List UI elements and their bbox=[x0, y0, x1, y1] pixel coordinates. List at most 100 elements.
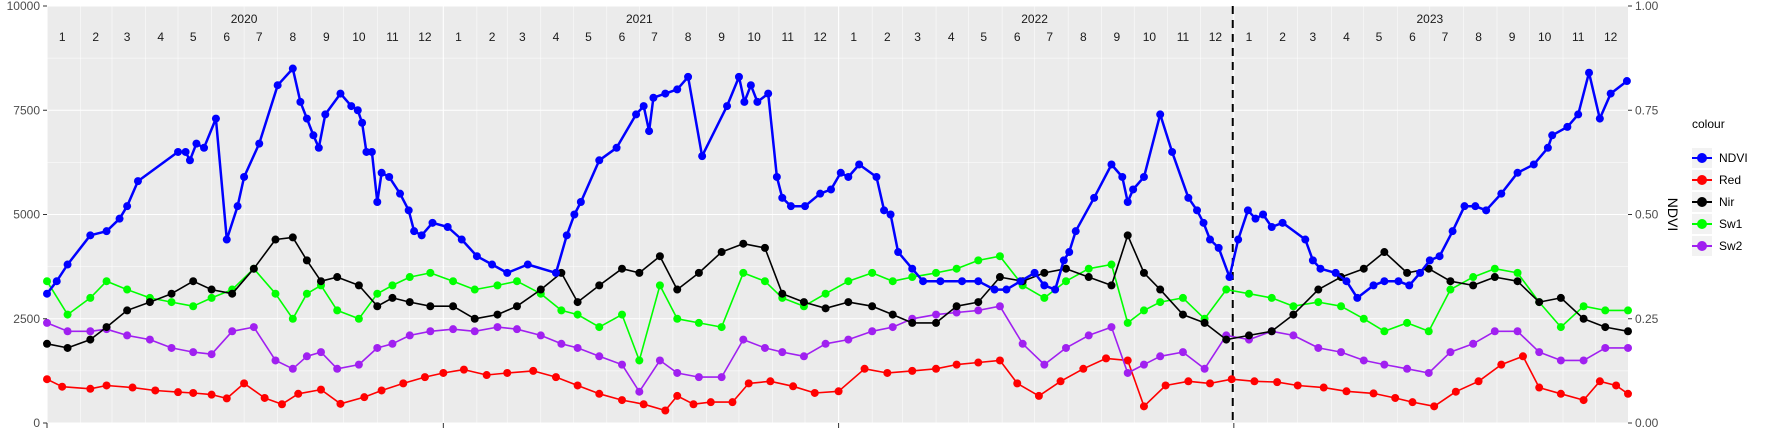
data-point-red bbox=[1123, 356, 1132, 365]
data-point-sw2 bbox=[512, 325, 521, 334]
data-point-sw1 bbox=[1222, 285, 1231, 294]
month-label: 11 bbox=[1177, 30, 1190, 44]
y2-axis-title: NDVI bbox=[1665, 198, 1681, 231]
data-point-ndvi bbox=[1316, 264, 1325, 273]
data-point-nir bbox=[1556, 293, 1565, 302]
data-point-sw1 bbox=[449, 277, 458, 286]
series-sw2 bbox=[43, 302, 1632, 396]
data-point-ndvi bbox=[576, 197, 585, 206]
data-point-sw1 bbox=[1107, 260, 1116, 269]
data-point-ndvi bbox=[1065, 248, 1074, 257]
data-point-sw2 bbox=[1040, 360, 1049, 369]
month-label: 7 bbox=[256, 30, 263, 44]
data-point-ndvi bbox=[649, 93, 658, 102]
data-point-nir bbox=[932, 318, 941, 327]
data-point-nir bbox=[1624, 327, 1632, 336]
month-label: 9 bbox=[718, 30, 725, 44]
month-label: 6 bbox=[1014, 30, 1021, 44]
y-tick-label: 2500 bbox=[13, 312, 40, 326]
data-point-red bbox=[86, 384, 95, 393]
data-point-ndvi bbox=[1206, 235, 1215, 244]
data-point-sw1 bbox=[388, 281, 397, 290]
month-label: 1 bbox=[1246, 30, 1253, 44]
legend-key-point bbox=[1697, 175, 1707, 185]
month-label: 12 bbox=[1604, 30, 1618, 44]
data-point-nir bbox=[1061, 264, 1070, 273]
data-point-ndvi bbox=[894, 248, 903, 257]
data-point-ndvi bbox=[321, 110, 330, 119]
data-point-nir bbox=[228, 289, 237, 298]
data-point-ndvi bbox=[661, 89, 670, 98]
data-point-sw2 bbox=[1469, 339, 1478, 348]
data-point-nir bbox=[373, 302, 382, 311]
month-label: 8 bbox=[1080, 30, 1087, 44]
data-point-ndvi bbox=[1040, 281, 1049, 290]
data-point-sw1 bbox=[288, 314, 297, 323]
data-point-red bbox=[551, 373, 560, 382]
data-point-sw1 bbox=[1624, 306, 1632, 315]
data-point-ndvi bbox=[1139, 172, 1148, 181]
data-point-red bbox=[1139, 402, 1148, 411]
data-point-sw1 bbox=[1337, 302, 1346, 311]
data-point-sw2 bbox=[974, 306, 983, 315]
y2-tick-label: 0.75 bbox=[1635, 103, 1659, 117]
data-point-ndvi bbox=[396, 189, 405, 198]
data-point-red bbox=[1250, 377, 1259, 386]
data-point-sw1 bbox=[43, 277, 51, 286]
data-point-ndvi bbox=[1071, 227, 1080, 236]
data-point-sw1 bbox=[1267, 293, 1276, 302]
data-point-red bbox=[1013, 379, 1022, 388]
data-point-ndvi bbox=[240, 172, 249, 181]
data-point-sw2 bbox=[1601, 343, 1610, 352]
data-point-ndvi bbox=[908, 264, 917, 273]
data-point-red bbox=[102, 381, 111, 390]
data-point-ndvi bbox=[746, 81, 755, 90]
data-point-sw2 bbox=[86, 327, 95, 336]
series-red bbox=[43, 352, 1632, 415]
legend-key-point bbox=[1697, 197, 1707, 207]
data-point-sw2 bbox=[228, 327, 237, 336]
data-point-sw1 bbox=[1380, 327, 1389, 336]
data-point-red bbox=[420, 373, 429, 382]
data-point-ndvi bbox=[211, 114, 220, 123]
data-point-sw1 bbox=[868, 268, 877, 277]
data-point-ndvi bbox=[1199, 218, 1208, 227]
data-point-ndvi bbox=[1380, 277, 1389, 286]
data-point-ndvi bbox=[1482, 206, 1491, 215]
data-point-sw2 bbox=[868, 327, 877, 336]
data-point-sw1 bbox=[974, 256, 983, 265]
data-point-ndvi bbox=[673, 85, 682, 94]
data-point-nir bbox=[1139, 268, 1148, 277]
data-point-sw2 bbox=[1018, 339, 1027, 348]
month-label: 1 bbox=[59, 30, 66, 44]
data-point-red bbox=[1227, 375, 1236, 384]
data-point-nir bbox=[635, 268, 644, 277]
data-point-nir bbox=[908, 318, 917, 327]
data-point-nir bbox=[167, 289, 176, 298]
data-point-ndvi bbox=[1308, 256, 1317, 265]
data-point-sw1 bbox=[189, 302, 198, 311]
month-label: 7 bbox=[651, 30, 658, 44]
legend-title: colour bbox=[1692, 117, 1725, 131]
data-point-nir bbox=[288, 233, 297, 242]
data-point-ndvi bbox=[314, 143, 323, 152]
data-point-ndvi bbox=[772, 172, 781, 181]
data-point-sw2 bbox=[1579, 356, 1588, 365]
month-label: 10 bbox=[1538, 30, 1552, 44]
data-point-ndvi bbox=[1471, 202, 1480, 211]
data-point-sw2 bbox=[1156, 352, 1165, 361]
data-point-red bbox=[1079, 364, 1088, 373]
data-point-sw2 bbox=[1084, 331, 1093, 340]
axes: 0 2500 5000 7500 10000 0.00 0.25 0.50 0.75 1.00 ND… bbox=[7, 0, 1681, 430]
data-point-ndvi bbox=[1425, 256, 1434, 265]
data-point-nir bbox=[1267, 327, 1276, 336]
data-point-sw2 bbox=[302, 352, 311, 361]
data-point-red bbox=[744, 379, 753, 388]
data-point-ndvi bbox=[1622, 77, 1631, 86]
legend-item: Red bbox=[1692, 170, 1741, 190]
data-point-ndvi bbox=[174, 147, 183, 156]
y-tick-label: 7500 bbox=[13, 103, 40, 117]
data-point-ndvi bbox=[1301, 235, 1310, 244]
data-point-ndvi bbox=[417, 231, 426, 240]
month-label: 12 bbox=[418, 30, 432, 44]
